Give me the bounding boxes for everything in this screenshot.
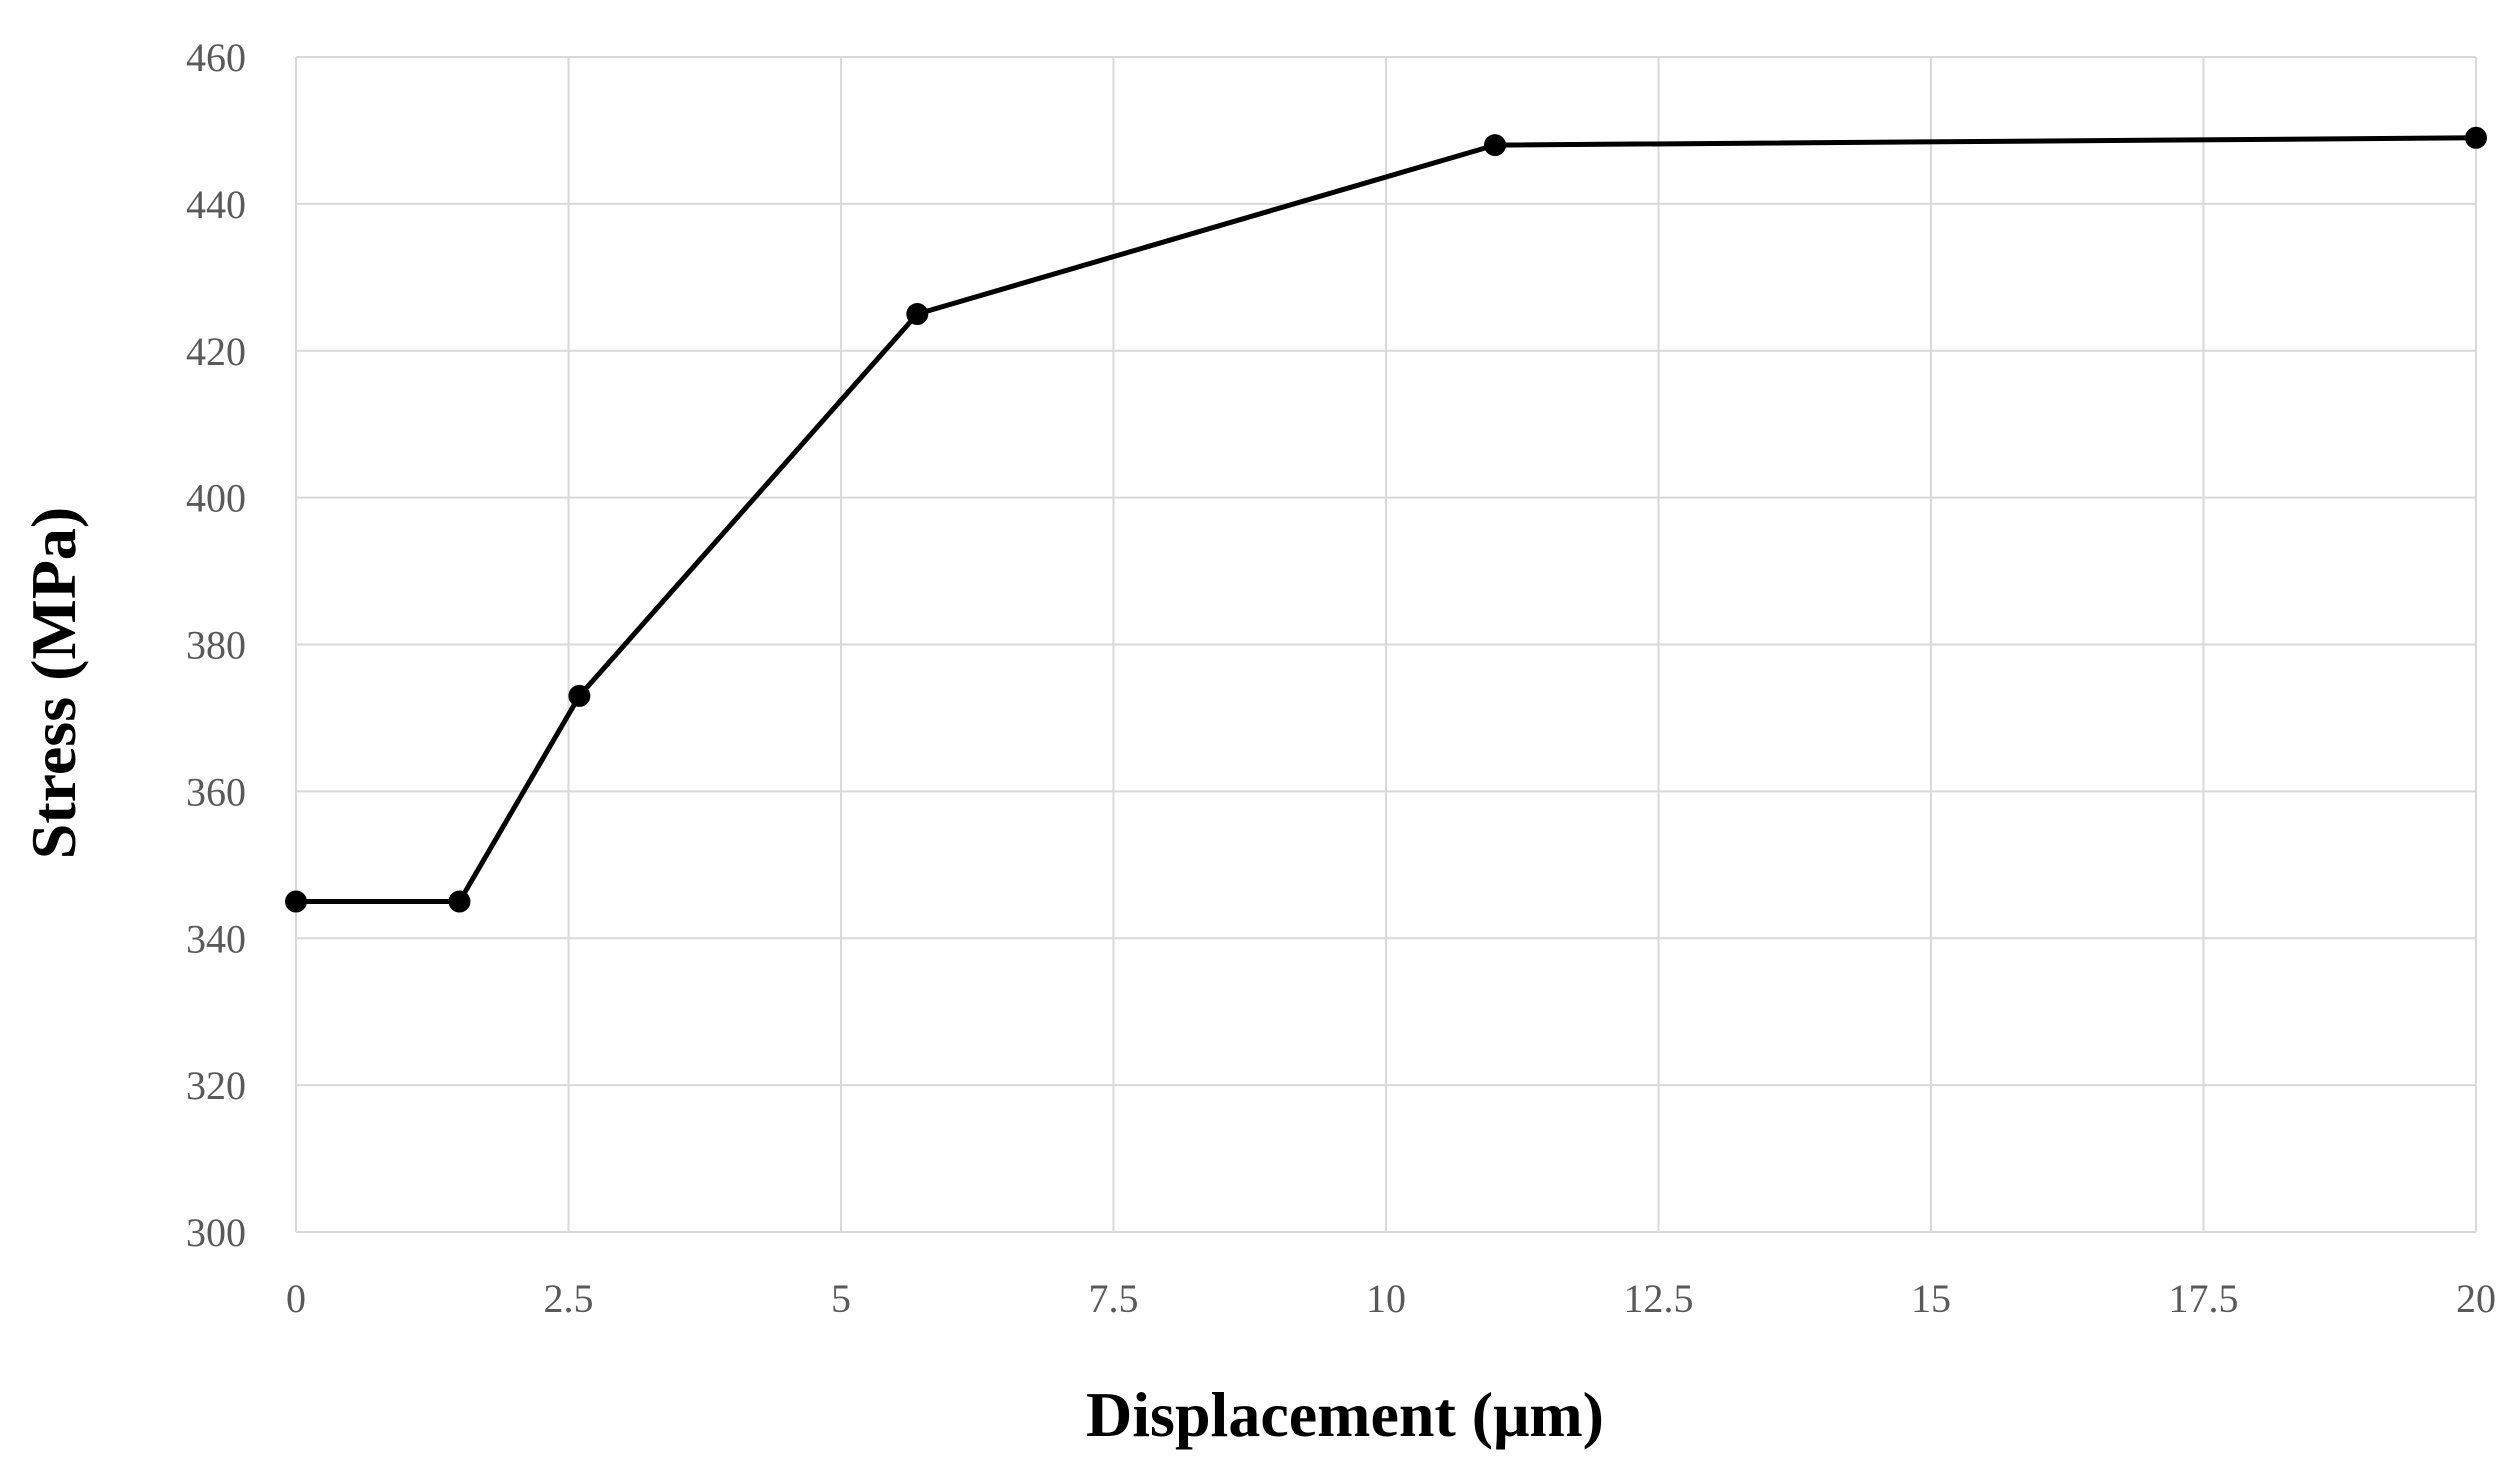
y-tick-label: 380 xyxy=(186,623,246,668)
data-point xyxy=(906,303,929,326)
y-axis-tick-labels: 300 320 340 360 380 400 420 440 460 xyxy=(186,35,246,1255)
x-tick-label: 10 xyxy=(1366,1276,1406,1321)
y-tick-label: 440 xyxy=(186,182,246,227)
y-tick-label: 360 xyxy=(186,769,246,814)
gridlines xyxy=(295,56,2477,1233)
x-axis-title: Displacement (μm) xyxy=(1086,1379,1604,1450)
data-point xyxy=(285,890,307,913)
data-point xyxy=(1484,134,1506,157)
y-tick-label: 420 xyxy=(186,329,246,374)
x-tick-label: 17.5 xyxy=(2169,1276,2239,1321)
x-tick-label: 2.5 xyxy=(544,1276,594,1321)
y-tick-label: 400 xyxy=(186,476,246,521)
data-point xyxy=(448,890,471,913)
series-line xyxy=(293,135,2479,904)
y-tick-label: 340 xyxy=(186,916,246,961)
x-tick-label: 15 xyxy=(1911,1276,1951,1321)
x-axis-tick-labels: 0 2.5 5 7.5 10 12.5 15 17.5 20 xyxy=(286,1276,2496,1321)
data-point xyxy=(2465,126,2487,149)
data-point xyxy=(568,684,591,707)
x-tick-label: 0 xyxy=(286,1276,306,1321)
y-axis-title: Stress (MPa) xyxy=(18,507,89,860)
x-tick-label: 5 xyxy=(831,1276,851,1321)
y-tick-label: 460 xyxy=(186,35,246,80)
x-tick-label: 12.5 xyxy=(1624,1276,1694,1321)
y-tick-label: 300 xyxy=(186,1210,246,1255)
x-tick-label: 7.5 xyxy=(1089,1276,1139,1321)
series-layer xyxy=(285,126,2487,913)
y-tick-label: 320 xyxy=(186,1063,246,1108)
x-tick-label: 20 xyxy=(2456,1276,2496,1321)
